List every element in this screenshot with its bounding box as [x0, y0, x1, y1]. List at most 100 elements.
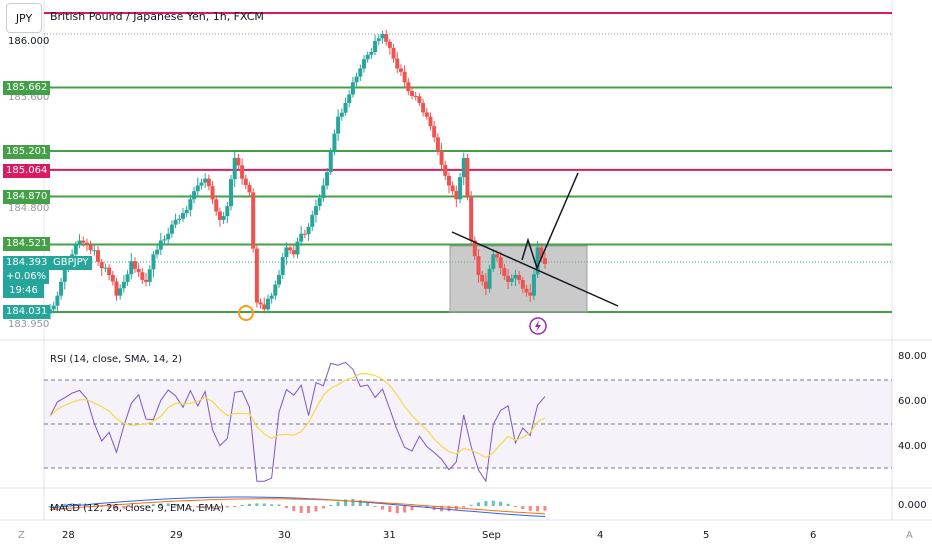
candle-body [347, 94, 352, 103]
x-tick-6: 6 [810, 530, 817, 541]
macd-bar [137, 506, 141, 507]
candle-body [391, 47, 396, 59]
macd-bar [388, 506, 392, 513]
candle-body [59, 281, 64, 296]
candle-body [51, 305, 56, 310]
candle-body [350, 82, 355, 95]
macd-bar [351, 498, 355, 506]
candle-body [402, 71, 407, 83]
macd-bar [151, 504, 155, 506]
macd-bar [218, 506, 222, 509]
candle-body [240, 165, 245, 179]
candle-body [306, 226, 311, 235]
candle-body [428, 116, 433, 127]
candle-body [354, 76, 359, 83]
macd-bar [380, 506, 384, 510]
candle-body [487, 268, 492, 289]
candle-body [288, 247, 293, 251]
candle-body [472, 240, 477, 257]
countdown-label: 19:46 [3, 284, 44, 298]
candle-body [461, 157, 466, 178]
change-label: +0.06% [3, 270, 50, 284]
candle-body [99, 261, 104, 269]
macd-bar [262, 503, 266, 506]
candle-body [177, 218, 182, 220]
candle-body [203, 178, 208, 183]
macd-bar [159, 503, 163, 506]
symbol-button[interactable]: JPY [6, 3, 42, 33]
macd-bar [506, 503, 510, 506]
candle-body [336, 116, 341, 134]
candle-body [498, 257, 503, 269]
candle-body [384, 34, 389, 42]
candle-body [84, 242, 89, 245]
candle-body [140, 272, 145, 280]
candle-body [454, 191, 459, 200]
candle-body [125, 274, 130, 282]
macd-bar [270, 504, 274, 506]
candle-body [247, 185, 252, 193]
candle-body [269, 295, 274, 299]
macd-bar [521, 506, 525, 509]
macd-bar [277, 504, 281, 506]
macd-bar [55, 504, 59, 506]
low-marker-circle [238, 305, 254, 321]
trendline [451, 231, 619, 307]
macd-bar [513, 506, 517, 507]
macd-bar [499, 501, 503, 506]
auto-scale-button[interactable]: A [906, 530, 913, 541]
candle-body [81, 240, 86, 243]
macd-bar [48, 506, 52, 507]
macd-bar [314, 506, 318, 512]
candle-body [332, 133, 337, 152]
candle-body [410, 91, 415, 97]
candle-body [214, 199, 219, 212]
candle-body [450, 185, 455, 192]
candle-body [77, 240, 82, 246]
macd-bar [344, 499, 348, 506]
candle-body [483, 281, 488, 289]
candle-body [395, 58, 400, 69]
candle-body [195, 185, 200, 192]
macd-bar [166, 503, 170, 506]
candle-body [107, 267, 112, 275]
candle-body [62, 268, 67, 282]
candle-body [543, 258, 547, 264]
candle-body [535, 247, 540, 275]
level-label-184031: 184.031 [3, 305, 51, 319]
macd-bar [299, 506, 303, 513]
candle-body [494, 254, 499, 258]
macd-bar [321, 506, 325, 509]
candle-body [439, 150, 444, 165]
macd-signal-line [49, 498, 546, 515]
goto-start-button[interactable]: Z [18, 530, 25, 541]
macd-bar [63, 503, 67, 506]
level-label-184521: 184.521 [3, 237, 51, 251]
candle-body [206, 178, 211, 187]
macd-bar [491, 500, 495, 506]
candle-body [132, 261, 137, 269]
candle-body [225, 206, 230, 217]
candle-body [302, 233, 307, 235]
candle-body [114, 281, 119, 296]
macd-bar [292, 506, 296, 512]
candle-body [251, 192, 256, 249]
macd-bar [477, 502, 481, 506]
macd-bar [247, 503, 251, 506]
candle-body [210, 186, 215, 200]
macd-bar [122, 506, 126, 509]
candle-body [173, 219, 178, 225]
candle-body [262, 304, 267, 310]
macd-bar [284, 506, 288, 509]
macd-bar [233, 506, 237, 507]
macd-bar [329, 504, 333, 506]
candle-body [103, 267, 108, 269]
macd-bar [336, 501, 340, 506]
candle-body [169, 224, 174, 234]
candle-body [417, 96, 422, 103]
candle-body [265, 298, 270, 310]
macd-bar [543, 506, 547, 511]
x-tick-29: 29 [170, 530, 183, 541]
candle-body [328, 151, 333, 173]
